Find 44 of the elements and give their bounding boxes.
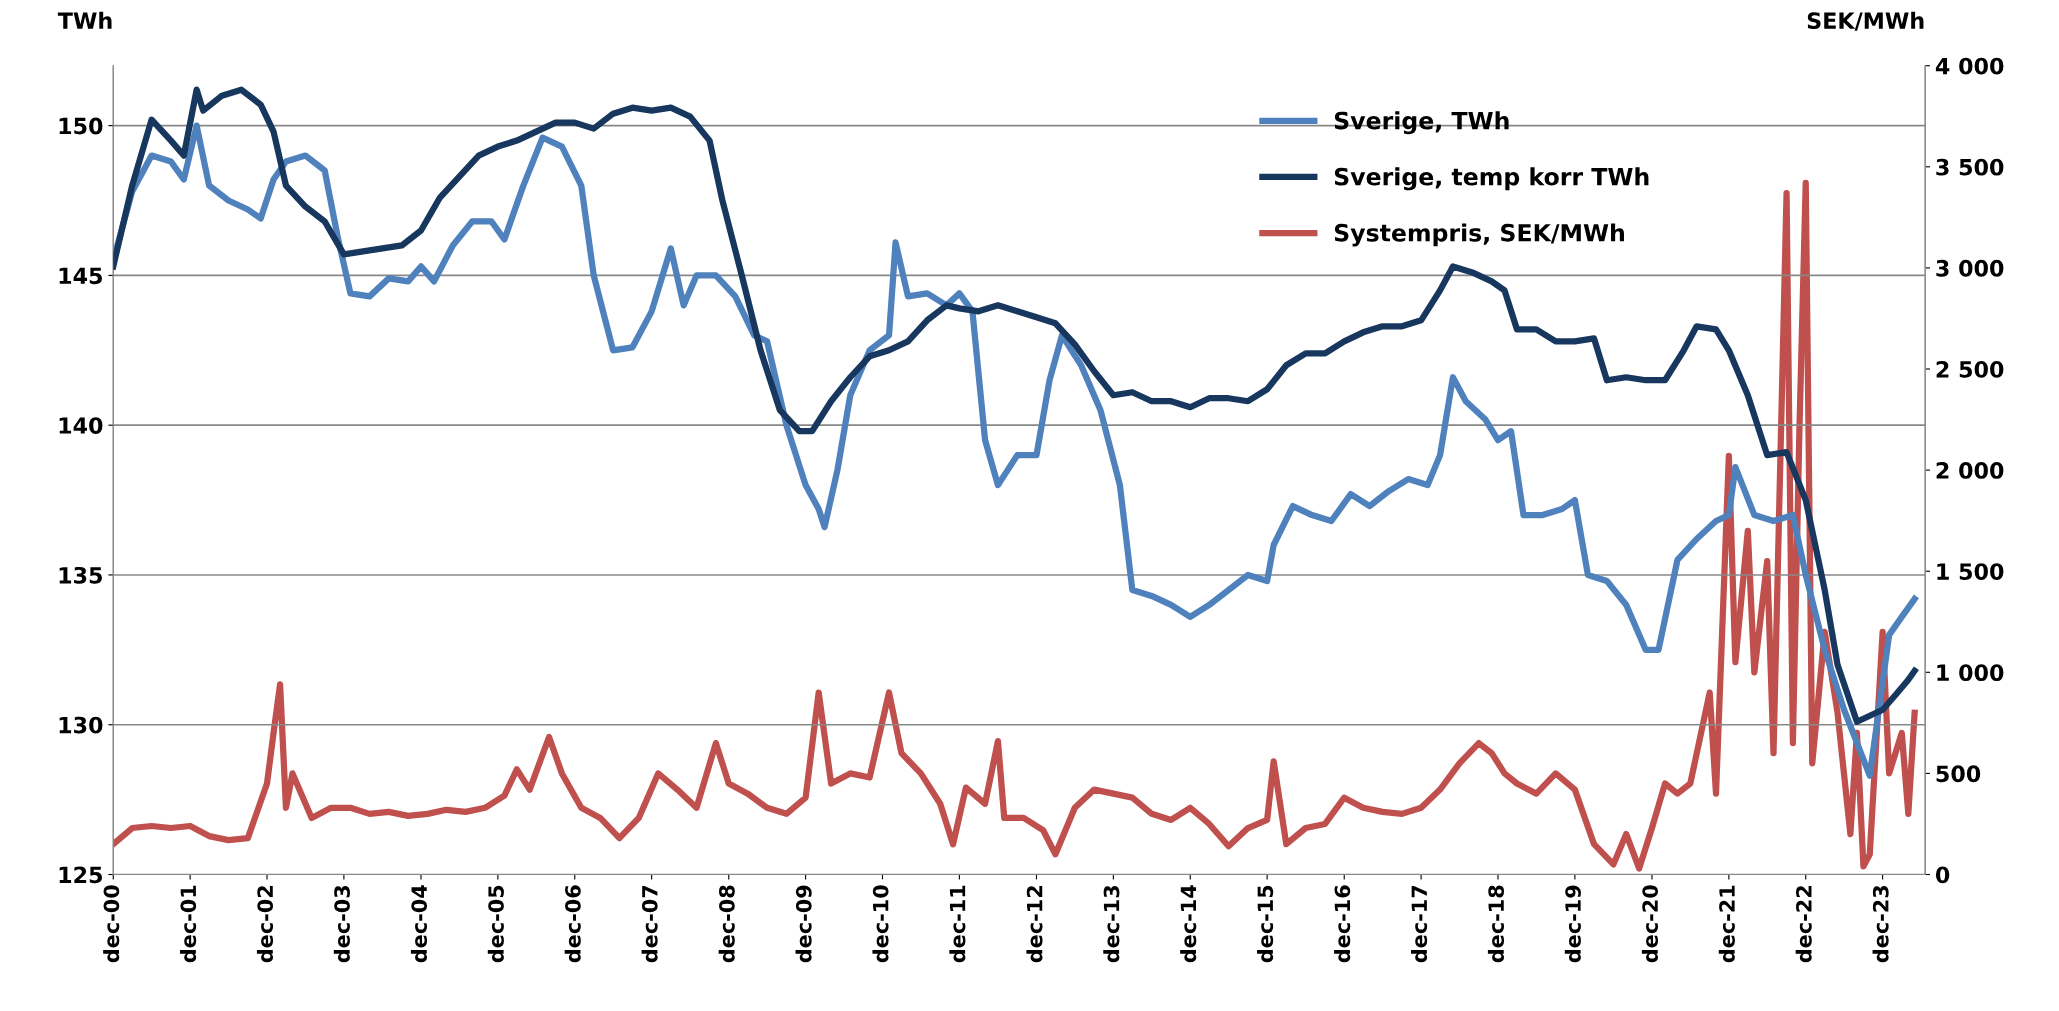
y-tick-label: 150 [59,117,103,135]
x-tick-label: dec-19 [1564,885,1581,963]
x-tick-label: dec-02 [256,886,274,963]
legend-label: Sverige, TWh [1334,111,1509,135]
legend-label: Sverige, temp korr TWh [1334,167,1649,191]
y2-tick-label: 3 500 [1936,158,2004,176]
x-tick-label: dec-17 [1411,885,1428,963]
x-tick-label: dec-10 [872,885,889,963]
x-tick-label: dec-00 [103,885,120,963]
y2-tick-label: 500 [1936,765,1981,783]
y-tick-label: 125 [59,866,102,884]
x-tick-label: dec-15 [1257,885,1274,963]
x-tick-label: dec-20 [1641,885,1659,963]
y-axis-title: TWh [57,11,112,29]
x-tick-label: dec-13 [1103,885,1120,963]
x-tick-label: dec-01 [180,885,197,963]
y2-tick-label: 2 000 [1936,462,2004,479]
x-tick-label: dec-05 [487,885,504,963]
y-tick-label: 135 [59,566,102,584]
x-tick-label: dec-23 [1872,885,1889,963]
y2-tick-label: 4 000 [1935,57,2004,75]
y-tick-label: 140 [59,417,103,434]
x-tick-label: dec-12 [1026,886,1043,963]
x-tick-label: dec-07 [641,885,658,963]
y2-tick-label: 2 500 [1936,360,2004,378]
x-tick-label: dec-04 [410,885,428,963]
x-tick-label: dec-11 [949,885,966,963]
x-tick-label: dec-22 [1795,886,1812,963]
x-tick-label: dec-21 [1718,885,1735,963]
x-tick-label: dec-14 [1180,885,1197,963]
y2-tick-label: 1 000 [1937,664,2004,682]
y-tick-label: 130 [59,716,103,734]
x-tick-label: dec-08 [718,885,735,963]
legend-label: Systempris, SEK/MWh [1334,223,1624,247]
x-tick-label: dec-09 [795,885,812,963]
y2-tick-label: 1 500 [1937,563,2004,580]
y-tick-label: 145 [59,267,102,285]
y2-tick-label: 3 000 [1936,259,2004,277]
y2-axis-title: SEK/MWh [1807,11,1924,31]
x-tick-label: dec-18 [1487,885,1505,963]
y2-tick-label: 0 [1935,866,1950,884]
x-tick-label: dec-03 [333,885,350,963]
x-tick-label: dec-16 [1334,885,1351,963]
x-tick-label: dec-06 [564,885,581,963]
